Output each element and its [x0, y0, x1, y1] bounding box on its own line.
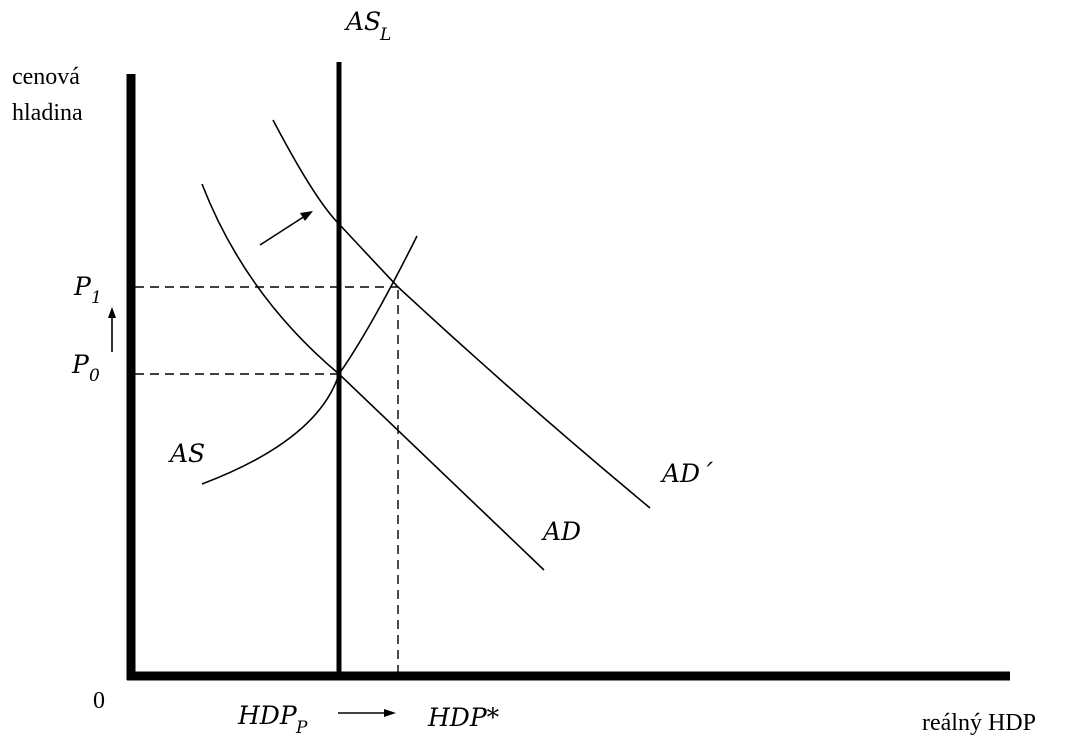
origin-label: 0 — [93, 688, 105, 714]
svg-text:AS: AS — [344, 7, 381, 36]
ad-label: AD — [541, 517, 581, 546]
output-rise-arrow — [338, 709, 396, 717]
asl-label: AS L — [344, 7, 391, 45]
svg-text:L: L — [379, 25, 391, 45]
ad-shifted-label: AD´ — [660, 459, 713, 488]
hdp-p-label: HDP P — [237, 701, 308, 736]
svg-text:HDP: HDP — [237, 701, 298, 730]
svg-text:P: P — [295, 718, 308, 736]
y-axis-label-line2: hladina — [12, 100, 83, 126]
p0-label: P 0 — [71, 350, 100, 386]
as-label: AS — [168, 439, 205, 468]
svg-text:P: P — [71, 350, 90, 379]
hdp-star-label: HDP* — [427, 703, 500, 732]
svg-text:1: 1 — [91, 288, 102, 308]
ad-curve — [201, 183, 545, 571]
y-axis-label-line1: cenová — [12, 64, 80, 90]
ad-shifted-curve — [272, 119, 651, 509]
svg-text:0: 0 — [89, 366, 100, 386]
ad-shift-arrow — [259, 211, 313, 246]
svg-text:P: P — [73, 272, 92, 301]
x-axis-label: reálný HDP — [922, 710, 1036, 736]
price-rise-arrow — [108, 307, 116, 352]
p1-label: P 1 — [73, 272, 102, 308]
